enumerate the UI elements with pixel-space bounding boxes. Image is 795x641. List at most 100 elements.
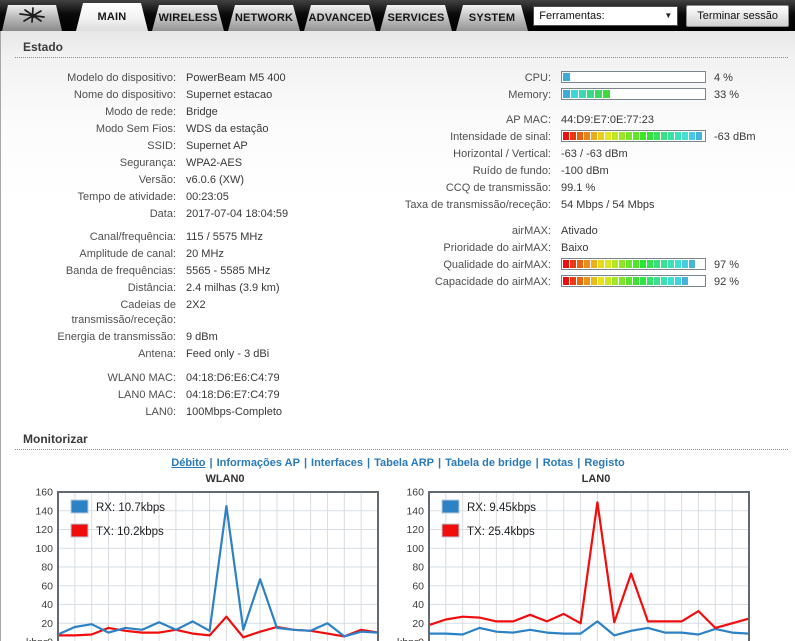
tab-system[interactable]: SYSTEM [456, 5, 528, 31]
legend-label-rx: RX: 9.45kbps [467, 502, 536, 514]
field-label: Modo Sem Fios: [95, 123, 176, 135]
legend-swatch-tx [441, 523, 460, 538]
y-axis-tick: 160 [406, 488, 424, 499]
y-axis-tick: 40 [41, 599, 53, 611]
intensidade-de-sinal-progress-bar [561, 130, 706, 142]
status-row-modelo-do-dispositivo: Modelo do dispositivo: PowerBeam M5 400 [15, 71, 396, 86]
legend-label-rx: RX: 10.7kbps [96, 502, 165, 514]
field-label: CCQ de transmissão: [445, 182, 551, 194]
y-axis-tick: 140 [406, 505, 424, 517]
field-label: Cadeias de transmissão/receção: [71, 299, 176, 326]
wlan0-chart-title: WLAN0 [205, 473, 245, 485]
field-label: LAN0: [145, 406, 176, 418]
bar-value-text: 97 % [714, 259, 740, 271]
monitor-link-debito[interactable]: Débito [171, 457, 206, 469]
monitor-link-informacoes-ap[interactable]: Informações AP [216, 457, 300, 469]
field-value: 9 dBm [186, 331, 218, 343]
monitor-section-title: Monitorizar [15, 432, 788, 450]
qualidade-do-airmax-progress-bar [561, 258, 706, 270]
y-axis-tick: 80 [412, 562, 424, 574]
top-tab-bar: MAIN WIRELESS NETWORK ADVANCED SERVICES SYSTE… [0, 0, 795, 31]
field-value: 100Mbps-Completo [186, 406, 282, 418]
chevron-down-icon: ▼ [664, 11, 673, 20]
monitor-links: Débito | Informações AP | Interfaces | Tabela … [1, 457, 795, 469]
y-axis-tick: 80 [41, 562, 53, 574]
legend-label-tx: TX: 25.4kbps [467, 526, 535, 538]
y-axis-tick: 100 [35, 543, 53, 555]
field-value: Bridge [186, 106, 218, 118]
lan0-plot: kbps0 20 40 60 80 100 120 140 160 RX: 9.45kbps TX:… [397, 487, 751, 641]
ubiquiti-antenna-icon [17, 7, 47, 29]
field-value: 04:18:D6:E7:C4:79 [186, 389, 280, 401]
field-value: PowerBeam M5 400 [186, 72, 286, 84]
link-separator: | [577, 457, 581, 469]
tools-select[interactable]: Ferramentas: ▼ [533, 5, 679, 26]
y-axis-tick: 160 [35, 488, 53, 499]
status-row-cadeias-de-transmissao-rececao: Cadeias de transmissão/receção: 2X2 [15, 298, 396, 328]
row-spacer [15, 364, 396, 371]
field-value: WDS da estação [186, 123, 269, 135]
logout-button[interactable]: Terminar sessão [686, 4, 789, 27]
status-row-energia-de-transmissao: Energia de transmissão: 9 dBm [15, 330, 396, 345]
status-row-lan0-mac: LAN0 MAC: 04:18:D6:E7:C4:79 [15, 388, 396, 403]
field-label: Nome do dispositivo: [73, 89, 176, 101]
field-label: LAN0 MAC: [117, 389, 176, 401]
monitor-link-interfaces[interactable]: Interfaces [311, 457, 363, 469]
bar-value-text: 4 % [714, 72, 733, 84]
memory-progress-bar [561, 88, 706, 100]
bar-value-text: 92 % [714, 276, 740, 288]
cpu-progress-bar [561, 71, 706, 83]
field-label: Ruído de fundo: [472, 165, 551, 177]
status-row-intensidade-de-sinal: Intensidade de sinal: -63 dBm [396, 130, 795, 145]
status-right-column: CPU: 4 % Memory: 33 % AP MAC: 44:D9:E7:0E:77:… [396, 71, 795, 422]
monitor-link-rotas[interactable]: Rotas [542, 457, 574, 469]
monitor-link-registo[interactable]: Registo [584, 457, 625, 469]
status-row-versao: Versão: v6.0.6 (XW) [15, 173, 396, 188]
status-row-tempo-de-atividade: Tempo de atividade: 00:23:05 [15, 190, 396, 205]
tab-wireless[interactable]: WIRELESS [152, 5, 224, 31]
row-spacer [396, 215, 795, 224]
status-row-lan0: LAN0: 100Mbps-Completo [15, 405, 396, 420]
status-row-cpu: CPU: 4 % [396, 71, 795, 86]
tab-network[interactable]: NETWORK [228, 5, 300, 31]
status-row-wlan0-mac: WLAN0 MAC: 04:18:D6:E6:C4:79 [15, 371, 396, 386]
field-value: Ativado [561, 225, 598, 237]
field-value: 33 % [561, 88, 739, 103]
lan0-line-rx [427, 620, 751, 637]
link-separator: | [535, 457, 539, 469]
status-row-prioridade-do-airmax: Prioridade do airMAX: Baixo [396, 241, 795, 256]
status-row-ruido-de-fundo: Ruído de fundo: -100 dBm [396, 164, 795, 179]
field-label: SSID: [147, 140, 176, 152]
legend-swatch-tx [70, 523, 89, 538]
tab-main[interactable]: MAIN [76, 3, 148, 31]
tab-services[interactable]: SERVICES [380, 5, 452, 31]
tab-advanced[interactable]: ADVANCED [304, 5, 376, 31]
field-label: Segurança: [119, 157, 176, 169]
status-row-distancia: Distância: 2.4 milhas (3.9 km) [15, 281, 396, 296]
field-value: 00:23:05 [186, 191, 229, 203]
field-label: Antena: [138, 348, 176, 360]
lan0-line-tx [427, 501, 751, 629]
monitor-link-tabela-arp[interactable]: Tabela ARP [374, 457, 434, 469]
wlan0-chart: WLAN0 kbps0 20 40 60 80 100 120 140 160 RX: 10.7kb… [24, 473, 392, 641]
legend-swatch-rx [441, 499, 460, 514]
tab-strip: MAIN WIRELESS NETWORK ADVANCED SERVICES SYSTE… [76, 3, 532, 31]
main-content: Estado Modelo do dispositivo: PowerBeam M… [0, 31, 795, 641]
header-controls: Ferramentas: ▼ Terminar sessão [533, 4, 789, 27]
monitor-link-tabela-de-bridge[interactable]: Tabela de bridge [445, 457, 532, 469]
status-row-ssid: SSID: Supernet AP [15, 139, 396, 154]
status-row-seguranca: Segurança: WPA2-AES [15, 156, 396, 171]
wlan0-line-tx [56, 615, 380, 639]
field-value: Supernet AP [186, 140, 248, 152]
field-label: Memory: [508, 89, 551, 101]
y-axis-tick: 100 [406, 543, 424, 555]
field-label: Distância: [127, 282, 176, 294]
legend-label-tx: TX: 10.2kbps [96, 526, 164, 538]
field-value: 54 Mbps / 54 Mbps [561, 199, 655, 211]
ubiquiti-logo-tab[interactable] [2, 5, 62, 31]
y-axis-tick: 40 [412, 599, 424, 611]
y-axis-tick: 20 [412, 618, 424, 630]
field-value: 44:D9:E7:0E:77:23 [561, 114, 654, 126]
field-label: AP MAC: [505, 114, 551, 126]
y-axis-unit-label: kbps [26, 637, 48, 641]
